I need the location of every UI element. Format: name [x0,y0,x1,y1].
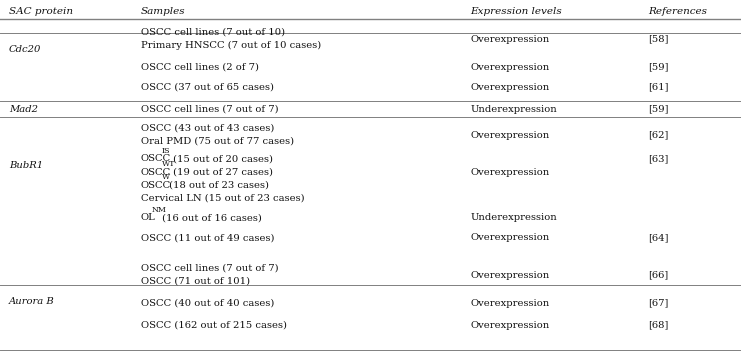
Text: [58]: [58] [648,34,669,44]
Text: (16 out of 16 cases): (16 out of 16 cases) [159,213,262,223]
Text: [59]: [59] [648,63,669,72]
Text: Aurora B: Aurora B [9,296,55,305]
Text: OSCC (43 out of 43 cases): OSCC (43 out of 43 cases) [141,124,274,132]
Text: [61]: [61] [648,82,669,92]
Text: OL: OL [141,213,156,223]
Text: SAC protein: SAC protein [9,8,73,16]
Text: [67]: [67] [648,299,668,308]
Text: OSCC cell lines (7 out of 10): OSCC cell lines (7 out of 10) [141,28,285,37]
Text: [64]: [64] [648,233,669,242]
Text: Overexpression: Overexpression [471,63,550,72]
Text: OSCC (162 out of 215 cases): OSCC (162 out of 215 cases) [141,320,287,329]
Text: Mad2: Mad2 [9,105,38,113]
Text: W: W [162,173,170,181]
Text: Samples: Samples [141,8,185,16]
Text: (19 out of 27 cases): (19 out of 27 cases) [170,168,273,176]
Text: Overexpression: Overexpression [471,233,550,242]
Text: OSCC (37 out of 65 cases): OSCC (37 out of 65 cases) [141,82,273,92]
Text: OSCC cell lines (2 of 7): OSCC cell lines (2 of 7) [141,63,259,72]
Text: BubR1: BubR1 [9,161,43,170]
Text: References: References [648,8,708,16]
Text: Oral PMD (75 out of 77 cases): Oral PMD (75 out of 77 cases) [141,136,294,145]
Text: IS: IS [162,147,170,155]
Text: Underexpression: Underexpression [471,213,557,223]
Text: Overexpression: Overexpression [471,131,550,140]
Text: [59]: [59] [648,105,669,113]
Text: Overexpression: Overexpression [471,168,550,176]
Text: Overexpression: Overexpression [471,34,550,44]
Text: Cervical LN (15 out of 23 cases): Cervical LN (15 out of 23 cases) [141,194,305,203]
Text: OSCC (11 out of 49 cases): OSCC (11 out of 49 cases) [141,233,274,242]
Text: Overexpression: Overexpression [471,82,550,92]
Text: OSCC (40 out of 40 cases): OSCC (40 out of 40 cases) [141,299,274,308]
Text: (18 out of 23 cases): (18 out of 23 cases) [166,180,269,189]
Text: (15 out of 20 cases): (15 out of 20 cases) [170,155,273,164]
Text: Cdc20: Cdc20 [9,45,41,54]
Text: [66]: [66] [648,271,668,280]
Text: OSCC: OSCC [141,180,171,189]
Text: Underexpression: Underexpression [471,105,557,113]
Text: OSCC cell lines (7 out of 7): OSCC cell lines (7 out of 7) [141,105,279,113]
Text: OSCC (71 out of 101): OSCC (71 out of 101) [141,276,250,285]
Text: OSCC: OSCC [141,168,171,176]
Text: [68]: [68] [648,320,668,329]
Text: Overexpression: Overexpression [471,299,550,308]
Text: Overexpression: Overexpression [471,320,550,329]
Text: Expression levels: Expression levels [471,8,562,16]
Text: OSCC cell lines (7 out of 7): OSCC cell lines (7 out of 7) [141,263,279,272]
Text: NM: NM [151,206,166,214]
Text: OSCC: OSCC [141,155,171,164]
Text: [63]: [63] [648,155,668,164]
Text: Overexpression: Overexpression [471,271,550,280]
Text: Primary HNSCC (7 out of 10 cases): Primary HNSCC (7 out of 10 cases) [141,40,321,49]
Text: [62]: [62] [648,131,668,140]
Text: WT: WT [162,160,175,168]
